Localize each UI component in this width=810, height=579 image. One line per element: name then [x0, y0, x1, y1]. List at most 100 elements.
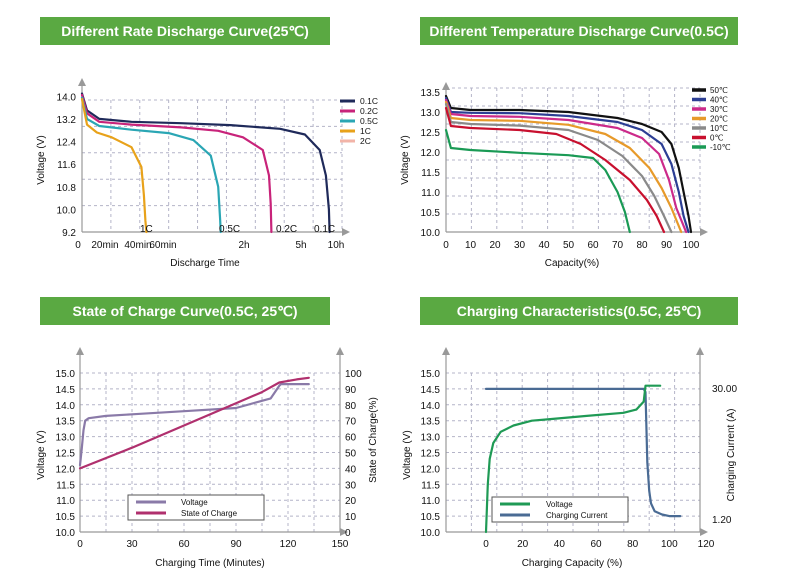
y2-tick-label: 60	[345, 433, 357, 444]
y-tick-label: 10.0	[421, 528, 441, 539]
y-tick-label: 11.0	[421, 496, 440, 507]
y-tick-label: 12.0	[56, 464, 76, 475]
chart2: Voltage (V) 13.5 13.0 12.5 12.0 11.5 11.0 10.5 1…	[400, 82, 731, 269]
y-tick-label: 14.5	[56, 385, 76, 396]
series-line-50℃	[444, 94, 693, 234]
x-tick-label: 150	[332, 539, 349, 550]
y2-tick-label: 1.20	[712, 515, 732, 526]
y2-tick-label: 100	[345, 369, 362, 380]
y-tick-label: 13.0	[56, 433, 76, 444]
y-tick-label: 14.0	[421, 401, 441, 412]
x-tick-label: 30	[126, 539, 138, 550]
series-line-20℃	[444, 100, 683, 234]
x-tick-label: 50	[563, 240, 575, 251]
y-axis-label: Voltage (V)	[400, 135, 411, 184]
y-tick-label: 10.0	[57, 205, 77, 216]
series-line--10℃	[444, 128, 631, 234]
y-tick-label: 15.0	[421, 369, 441, 380]
y2-tick-label: 20	[345, 496, 357, 507]
y-axis-label: Voltage (V)	[36, 430, 47, 479]
x-tick-label: 70	[612, 240, 624, 251]
y-tick-label: 11.5	[421, 168, 440, 179]
x-tick-label: 60	[587, 240, 599, 251]
legend-label: 30℃	[710, 105, 728, 114]
series-line-soc	[78, 376, 310, 470]
x-axis-label: Charging Capacity (%)	[522, 558, 623, 569]
legend-box	[491, 496, 629, 523]
end-label: 0.2C	[276, 224, 297, 235]
x-tick-label: 60min	[149, 240, 176, 251]
y-tick-label: 11.5	[56, 480, 75, 491]
chart3-title: State of Charge Curve(0.5C, 25℃)	[40, 297, 330, 325]
x-tick-label: 30	[514, 240, 526, 251]
y-tick-label: 10.5	[56, 512, 76, 523]
x-tick-label: 0	[443, 240, 449, 251]
legend-label: 0℃	[710, 134, 723, 143]
series-line-voltage	[484, 384, 662, 534]
series-line-0.1C	[80, 92, 331, 234]
y-tick-label: 14.0	[57, 92, 77, 103]
y2-tick-label: 90	[345, 385, 357, 396]
axis-arrow	[700, 528, 708, 536]
x-tick-label: 40min	[124, 240, 151, 251]
legend-label: -10℃	[710, 143, 731, 152]
y-tick-label: 13.0	[421, 433, 441, 444]
series-line-30℃	[444, 98, 688, 234]
y2-axis-label: State of Charge(%)	[368, 397, 379, 483]
y-tick-label: 11.6	[57, 160, 76, 171]
chart3: Voltage (V) State of Charge(%) 15.0 14.5 14.…	[36, 347, 379, 569]
y-tick-label: 13.5	[421, 88, 441, 99]
y2-tick-label: 0	[345, 528, 351, 539]
x-tick-label: 90	[230, 539, 242, 550]
y-tick-label: 10.8	[57, 183, 77, 194]
axis-arrow	[442, 82, 450, 90]
y-tick-label: 13.0	[421, 108, 441, 119]
y-tick-label: 10.5	[421, 208, 441, 219]
axis-arrow	[78, 78, 86, 86]
y2-tick-label: 80	[345, 401, 357, 412]
x-axis-label: Capacity(%)	[545, 258, 599, 269]
y2-tick-label: 40	[345, 464, 357, 475]
legend-label: 10℃	[710, 124, 728, 133]
x-tick-label: 20	[517, 539, 529, 550]
x-tick-label: 100	[683, 240, 700, 251]
y-axis-label: Voltage (V)	[36, 135, 47, 184]
legend-label: Charging Current	[546, 511, 608, 520]
y-axis-label: Voltage (V)	[402, 430, 413, 479]
x-tick-label: 100	[661, 539, 678, 550]
chart2-title: Different Temperature Discharge Curve(0.…	[420, 17, 738, 45]
y-tick-label: 13.2	[57, 115, 77, 126]
x-tick-label: 0	[483, 539, 489, 550]
y2-tick-label: 50	[345, 449, 357, 460]
x-tick-label: 20min	[91, 240, 118, 251]
y-tick-label: 14.0	[56, 401, 76, 412]
legend-label: 2C	[360, 136, 371, 146]
y-tick-label: 12.0	[421, 148, 441, 159]
series-line-0.2C	[80, 93, 273, 234]
x-tick-label: 10	[465, 240, 477, 251]
legend-label: 1C	[360, 126, 371, 136]
y2-tick-label: 30	[345, 480, 357, 491]
axis-arrow	[76, 347, 84, 355]
legend-label: 40℃	[710, 96, 728, 105]
legend-label: 50℃	[710, 86, 728, 95]
y-tick-label: 11.5	[421, 480, 440, 491]
x-tick-label: 40	[554, 539, 566, 550]
x-tick-label: 60	[590, 539, 602, 550]
axis-arrow	[336, 347, 344, 355]
chart1-title: Different Rate Discharge Curve(25℃)	[40, 17, 330, 45]
legend-label: 0.1C	[360, 96, 378, 106]
end-label: 0.5C	[219, 224, 240, 235]
x-axis-label: Charging Time (Minutes)	[155, 558, 264, 569]
y-tick-label: 15.0	[56, 369, 76, 380]
axis-arrow	[696, 347, 704, 355]
y-tick-label: 13.5	[421, 417, 441, 428]
x-tick-label: 80	[636, 240, 648, 251]
y-tick-label: 12.5	[56, 449, 76, 460]
series-line-0℃	[444, 106, 666, 234]
legend-label: State of Charge	[181, 509, 238, 518]
series-line-voltage	[78, 383, 310, 467]
y-tick-label: 12.4	[57, 138, 77, 149]
y-tick-label: 12.5	[421, 128, 441, 139]
series-line-10℃	[444, 102, 673, 234]
